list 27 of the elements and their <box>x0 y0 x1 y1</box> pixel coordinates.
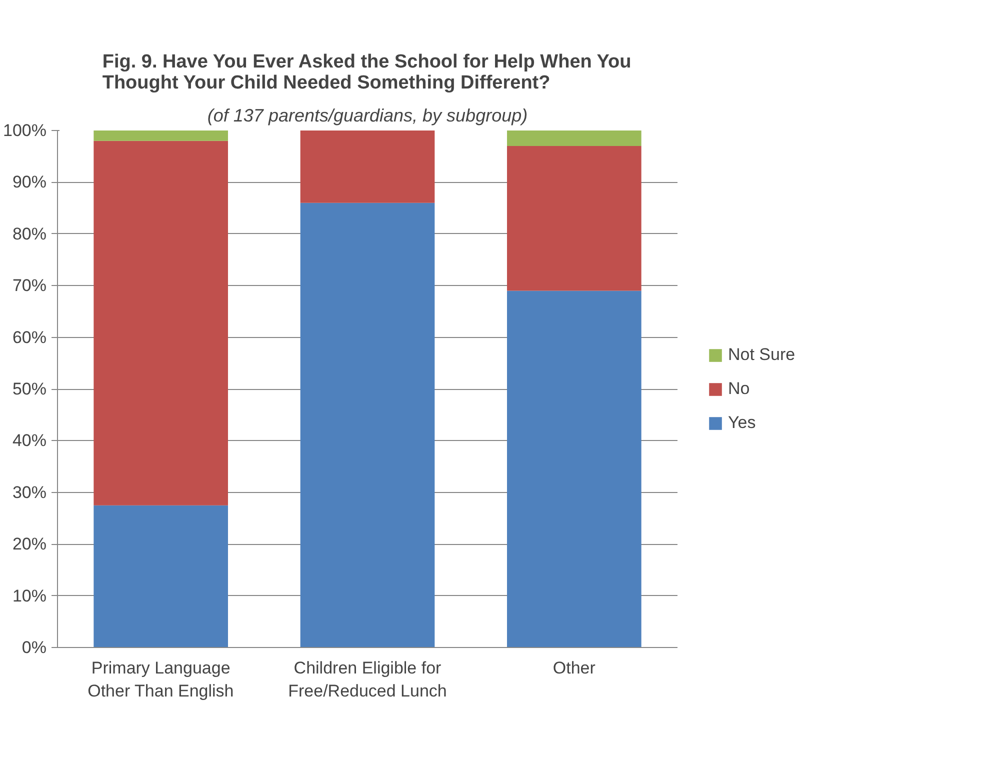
chart-subtitle: (of 137 parents/guardians, by subgroup) <box>207 106 528 126</box>
legend-label: Yes <box>728 412 756 432</box>
x-tick-label: Other <box>552 658 596 678</box>
y-tick-label: 80% <box>12 224 47 244</box>
bar <box>507 146 642 291</box>
bar <box>300 130 435 203</box>
legend-label: No <box>728 378 750 398</box>
bar <box>94 130 228 141</box>
y-tick-label: 60% <box>12 328 47 347</box>
y-tick-label: 70% <box>12 276 47 296</box>
x-tick-label: Children Eligible for Free/Reduced Lunch <box>288 658 447 700</box>
bar <box>300 202 435 648</box>
y-tick-label: 30% <box>12 482 47 502</box>
y-tick-label: 0% <box>22 638 47 657</box>
y-tick-label: 50% <box>12 380 47 398</box>
y-tick-label: 90% <box>12 172 47 192</box>
bar <box>94 140 228 506</box>
y-tick-label: 100% <box>3 121 47 140</box>
legend-label: Not Sure <box>728 344 796 364</box>
x-tick-label: Primary Language Other Than English <box>88 658 234 700</box>
bar <box>507 290 642 648</box>
chart-title: Fig. 9. Have You Ever Asked the School for Help When You Thought Your Child Needed Something Different? <box>102 52 632 94</box>
y-tick-label: 40% <box>12 431 47 450</box>
bar <box>94 505 228 648</box>
y-tick-label: 10% <box>12 586 47 606</box>
y-tick-label: 20% <box>12 534 47 554</box>
bar <box>507 130 642 146</box>
